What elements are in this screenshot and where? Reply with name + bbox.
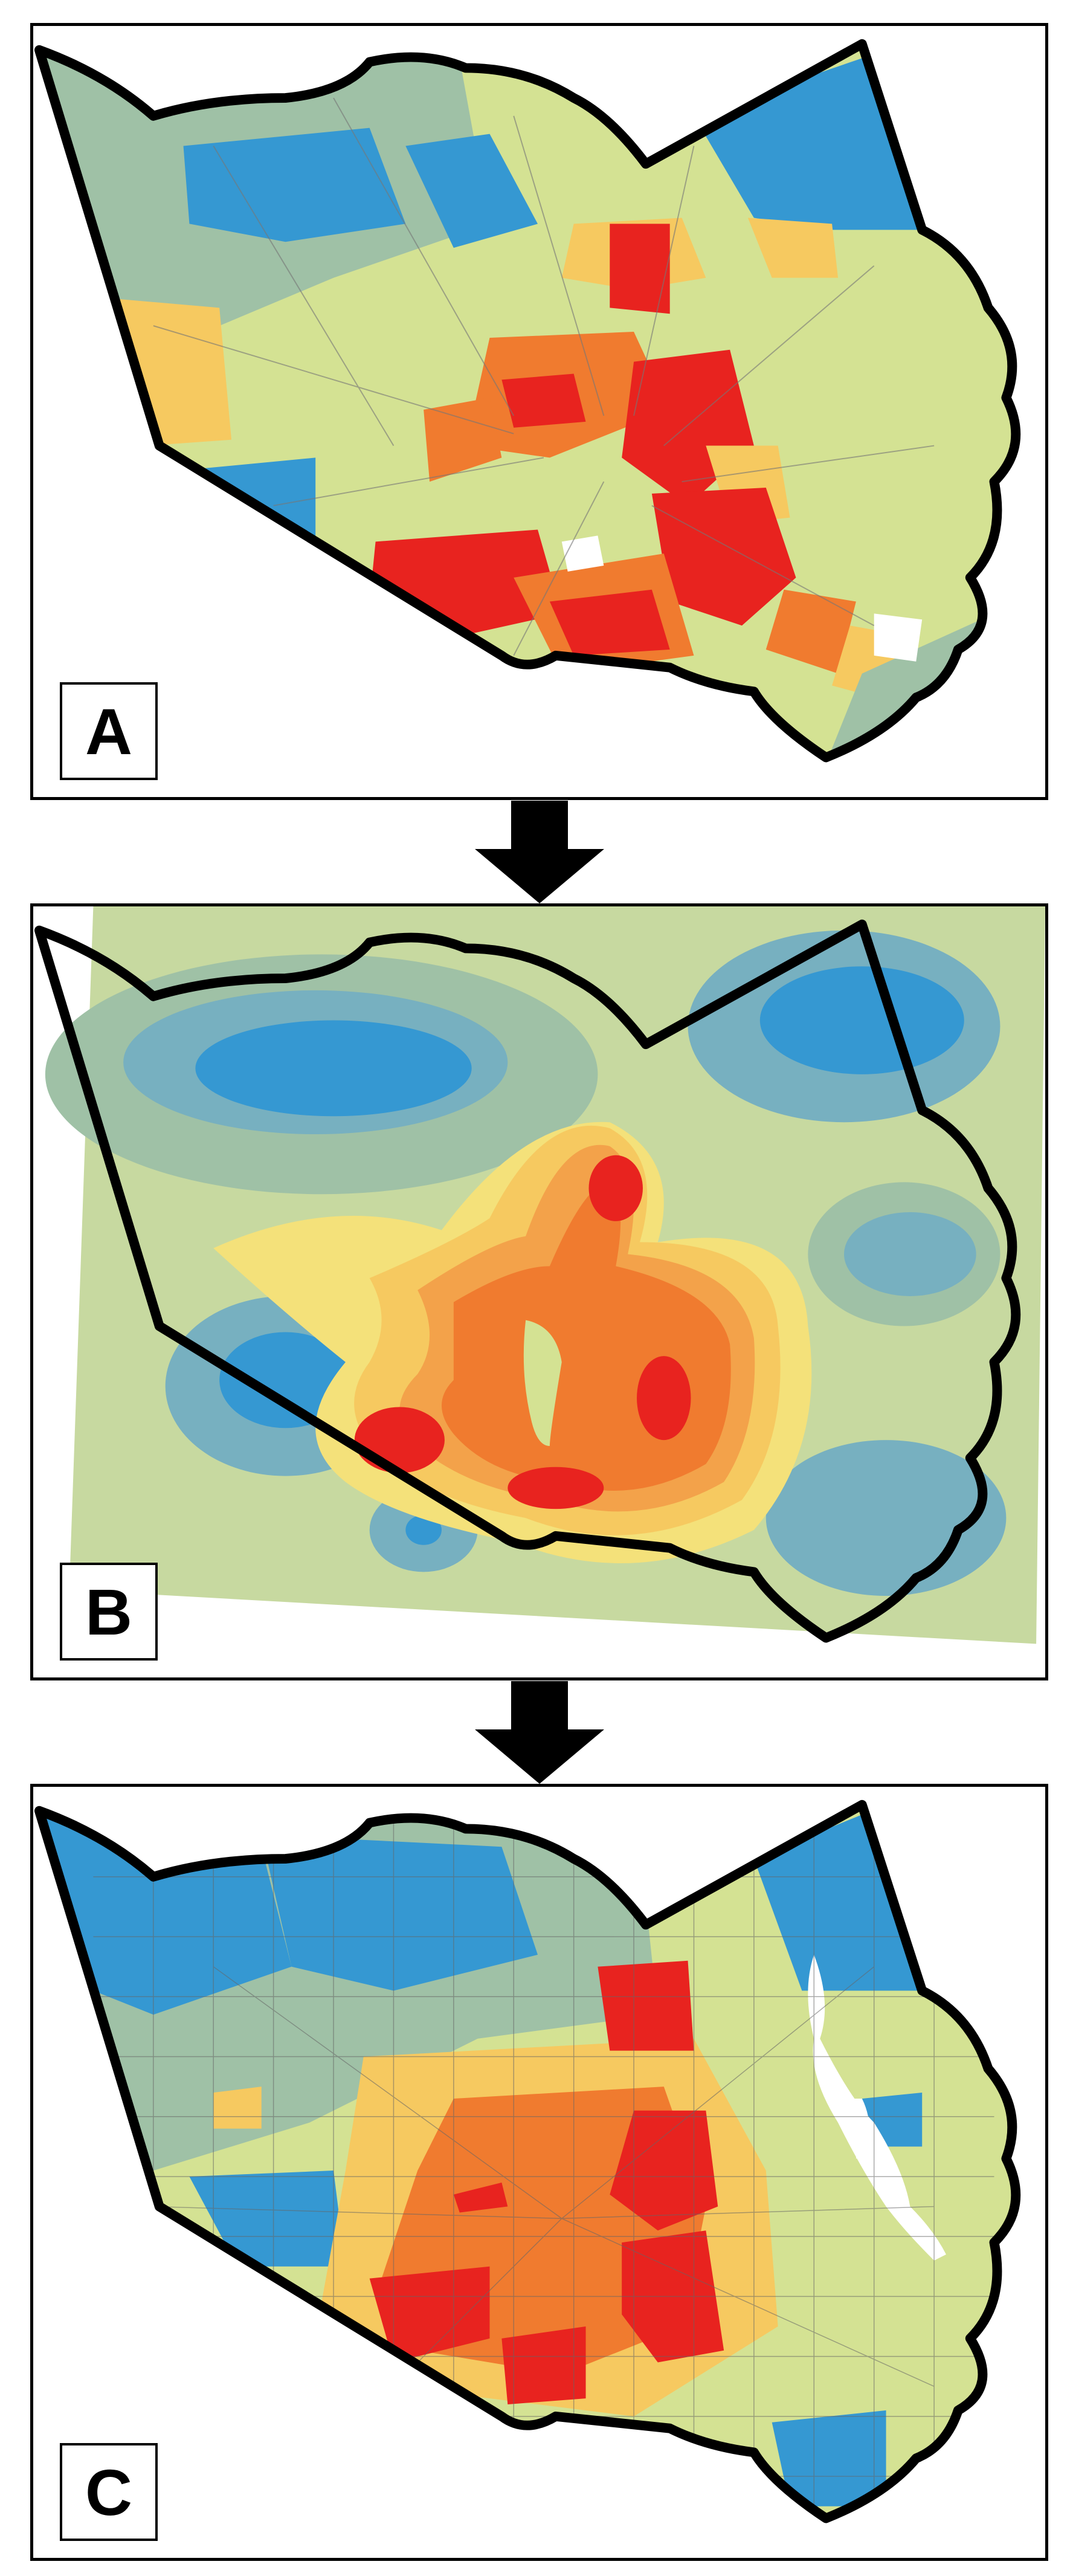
tract-red-s — [501, 2326, 586, 2404]
map-panel-c: C — [30, 1784, 1048, 2561]
region-white-center — [561, 535, 604, 572]
tract-red-sw — [369, 2266, 490, 2363]
surface-mid-east — [843, 1212, 976, 1296]
surface-red-east — [637, 1356, 691, 1441]
tract-blue-se — [772, 2410, 886, 2507]
surface-blue-north — [195, 1020, 472, 1117]
surface-red-north — [588, 1155, 643, 1221]
region-white-se — [874, 613, 923, 662]
county-outline-c — [34, 1800, 1021, 2523]
surface-blue-south — [405, 1515, 442, 1545]
region-red-south — [549, 589, 670, 656]
map-panel-a: A — [30, 23, 1048, 800]
region-red-center-1 — [501, 373, 586, 428]
tract-boundaries-c — [93, 1804, 994, 2519]
surface-red-west — [354, 1407, 445, 1473]
surface-red-south — [507, 1467, 604, 1509]
tract-blue-n — [261, 1835, 538, 1991]
region-blue-north — [183, 128, 406, 242]
region-orange-se — [765, 589, 856, 674]
surface-center-low — [523, 1320, 562, 1447]
county-outline-a — [34, 39, 1021, 763]
region-orange-west — [424, 398, 502, 482]
panel-label-c: C — [60, 2443, 158, 2541]
down-arrow-icon — [475, 1681, 604, 1784]
surface-blue-ne — [759, 966, 964, 1074]
tract-red-north — [598, 1960, 694, 2051]
boundary-lines-a — [153, 97, 935, 656]
region-red-north — [610, 224, 670, 314]
region-yellow-ne — [747, 218, 839, 278]
map-panel-b: B — [30, 903, 1048, 1680]
down-arrow-icon — [475, 801, 604, 903]
panel-label-a: A — [60, 682, 158, 780]
tract-blue-west — [189, 2171, 346, 2267]
water-bay — [808, 1954, 946, 2261]
choropleth-map-c — [34, 1800, 1021, 2523]
region-red-se — [651, 488, 796, 626]
tract-red-ne — [610, 2110, 718, 2231]
tract-yellow-w — [213, 2087, 262, 2129]
tract-red-w — [453, 2182, 508, 2213]
interpolated-surface-map-b — [34, 906, 1045, 1644]
water-channel — [849, 2098, 871, 2159]
choropleth-map-a — [34, 39, 1021, 763]
surface-blue-west — [219, 1332, 352, 1428]
region-blue-north-2 — [405, 134, 538, 248]
panel-label-b: B — [60, 1563, 158, 1661]
county-outline-b — [34, 919, 1021, 1643]
